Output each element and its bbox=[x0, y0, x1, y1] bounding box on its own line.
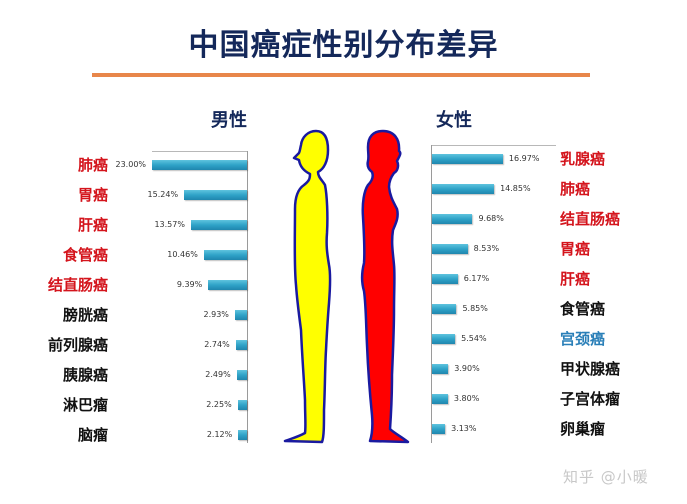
male-category-label: 脑瘤 bbox=[77, 426, 108, 444]
female-value-label: 5.85% bbox=[462, 304, 488, 313]
female-vertical-axis bbox=[431, 145, 432, 443]
male-category-label: 食管癌 bbox=[62, 246, 108, 264]
male-value-label: 9.39% bbox=[176, 280, 203, 289]
male-category-label: 淋巴瘤 bbox=[62, 396, 108, 414]
male-bar bbox=[234, 310, 247, 320]
female-silhouette-icon bbox=[360, 129, 410, 444]
female-label: 女性 bbox=[436, 110, 472, 131]
male-label: 男性 bbox=[211, 110, 247, 131]
male-top-axis bbox=[152, 151, 248, 152]
female-bar bbox=[432, 214, 473, 224]
female-bar bbox=[432, 304, 457, 314]
male-value-label: 10.46% bbox=[167, 250, 198, 259]
female-category-label: 肝癌 bbox=[560, 270, 591, 288]
male-category-label: 胰腺癌 bbox=[62, 366, 108, 384]
female-category-label: 甲状腺癌 bbox=[560, 360, 621, 378]
male-value-label: 15.24% bbox=[147, 190, 179, 199]
female-value-label: 3.13% bbox=[451, 424, 477, 433]
female-value-label: 14.85% bbox=[500, 184, 531, 193]
female-value-label: 5.54% bbox=[461, 334, 487, 343]
female-bar bbox=[432, 244, 468, 254]
chart-title: 中国癌症性别分布差异 bbox=[188, 28, 499, 63]
male-bar bbox=[152, 160, 247, 170]
female-value-label: 16.97% bbox=[508, 154, 540, 163]
watermark: 知乎 @小暖 bbox=[563, 468, 649, 486]
female-bar bbox=[432, 394, 448, 404]
male-bar bbox=[184, 190, 247, 200]
male-value-label: 23.00% bbox=[115, 160, 147, 169]
female-top-axis bbox=[431, 145, 556, 146]
female-bar bbox=[432, 184, 495, 194]
male-value-label: 2.74% bbox=[204, 340, 230, 349]
human-silhouette-icon bbox=[283, 129, 410, 444]
male-category-label: 结直肠癌 bbox=[47, 276, 108, 294]
male-category-label: 肝癌 bbox=[77, 216, 108, 234]
male-category-label: 肺癌 bbox=[77, 156, 108, 174]
female-bar bbox=[432, 334, 456, 344]
male-value-label: 2.12% bbox=[206, 430, 233, 439]
male-vertical-axis bbox=[247, 151, 248, 443]
female-bar bbox=[432, 424, 446, 434]
female-value-label: 3.90% bbox=[454, 364, 480, 373]
female-value-label: 3.80% bbox=[453, 394, 480, 403]
female-value-label: 6.17% bbox=[463, 274, 490, 283]
male-value-label: 13.57% bbox=[154, 220, 185, 229]
male-value-label: 2.25% bbox=[206, 400, 232, 409]
male-value-label: 2.49% bbox=[205, 370, 231, 379]
female-category-label: 食管癌 bbox=[560, 300, 606, 318]
title-underline bbox=[92, 73, 590, 77]
female-category-label: 肺癌 bbox=[560, 180, 591, 198]
male-bar bbox=[236, 370, 247, 380]
male-bar bbox=[235, 340, 247, 350]
female-category-label: 胃癌 bbox=[560, 240, 591, 258]
male-bar bbox=[203, 250, 247, 260]
male-bar bbox=[190, 220, 247, 230]
male-bar bbox=[238, 430, 247, 440]
female-value-label: 8.53% bbox=[473, 244, 500, 253]
female-bar bbox=[432, 274, 458, 284]
female-category-label: 乳腺癌 bbox=[560, 150, 606, 168]
male-value-label: 2.93% bbox=[203, 310, 229, 319]
male-category-label: 膀胱癌 bbox=[62, 306, 108, 324]
female-category-label: 结直肠癌 bbox=[560, 210, 621, 228]
female-category-label: 宫颈癌 bbox=[560, 330, 606, 348]
body-silhouettes bbox=[278, 125, 428, 445]
female-bar bbox=[432, 154, 503, 164]
male-category-label: 前列腺癌 bbox=[47, 336, 108, 354]
female-category-label: 子宫体瘤 bbox=[560, 390, 621, 408]
female-bar bbox=[432, 364, 449, 374]
male-bar bbox=[237, 400, 247, 410]
female-category-label: 卵巢瘤 bbox=[560, 420, 606, 438]
male-category-label: 胃癌 bbox=[77, 186, 108, 204]
male-bar bbox=[208, 280, 247, 290]
female-value-label: 9.68% bbox=[478, 214, 504, 223]
male-silhouette-icon bbox=[283, 129, 332, 444]
